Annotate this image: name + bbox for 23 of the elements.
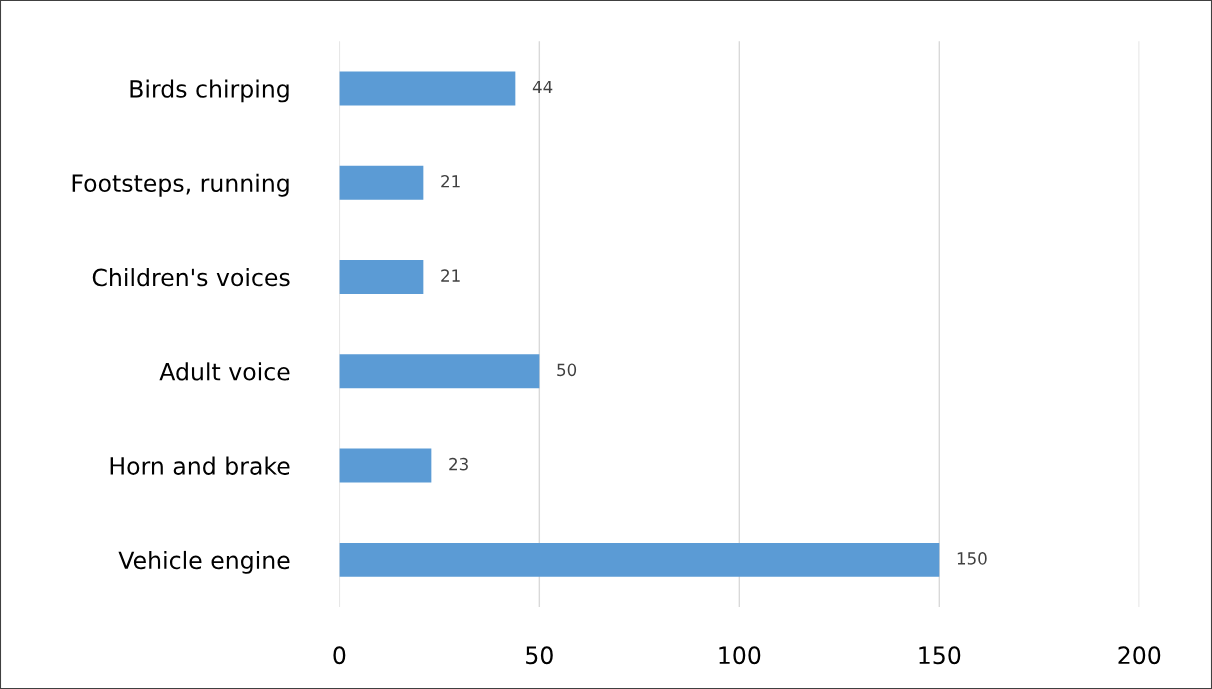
data-label: 21 — [441, 174, 460, 188]
bar — [339, 71, 516, 106]
x-tick-label: 200 — [1118, 646, 1161, 665]
y-tick-label: Vehicle engine — [118, 550, 290, 574]
y-tick-label: Footsteps, running — [72, 173, 289, 197]
data-label: 150 — [957, 552, 987, 565]
y-tick-label: Children's voices — [92, 268, 290, 287]
y-tick-label: Adult voice — [159, 362, 290, 381]
bar — [339, 260, 424, 295]
bar — [339, 542, 940, 577]
x-tick-label: 150 — [919, 646, 961, 665]
data-label: 44 — [532, 80, 553, 94]
x-tick-label: 100 — [719, 646, 761, 665]
data-label: 50 — [557, 363, 577, 377]
x-tick-label: 0 — [333, 646, 346, 665]
data-label: 23 — [449, 457, 468, 471]
y-tick-label: Birds chirping — [130, 79, 289, 103]
bar — [339, 165, 424, 200]
bar — [339, 354, 540, 389]
x-tick-label: 50 — [526, 646, 553, 665]
y-tick-label: Horn and brake — [110, 456, 290, 475]
bar — [339, 448, 432, 483]
data-label: 21 — [441, 269, 460, 282]
